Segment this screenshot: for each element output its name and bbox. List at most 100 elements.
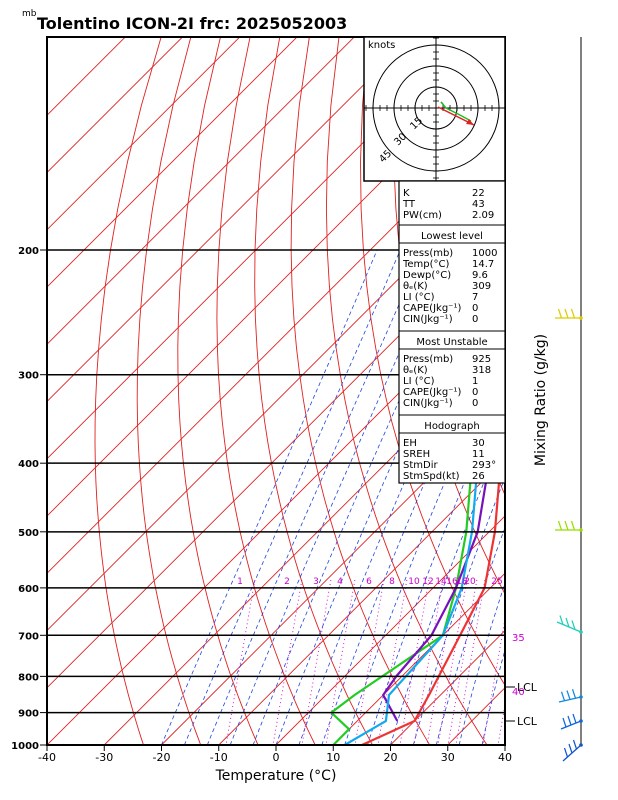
index-value: 309 [472,281,491,292]
moist-adiabat-line [161,249,378,745]
temp-tick-label: 0 [273,751,280,764]
index-name: K [403,188,410,199]
index-value: 925 [472,354,491,365]
index-value: 0 [472,398,478,409]
mixing-ratio-label: 6 [366,577,372,587]
index-name: PW(cm) [403,210,442,221]
wind-barb-feather [567,715,572,726]
dry-adiabat-line [94,37,162,745]
wind-barb-feather [557,308,563,319]
theta-e-label-35: 35 [512,633,525,644]
dry-adiabat-line [216,37,316,745]
wind-barb-feather [563,747,569,758]
pressure-tick-label: 200 [18,246,39,257]
mixing-ratio-label: 8 [389,577,395,587]
dry-adiabat-line [360,37,505,687]
dry-adiabat-line [486,37,505,237]
dry-adiabat-line [254,37,374,745]
index-value: 1000 [472,248,497,259]
hodo-trace-start [440,101,444,105]
index-name: EH [403,438,417,449]
isotherm-line [562,37,618,745]
hodo-storm-arrowhead [466,119,474,125]
isotherm-line [47,37,470,460]
dry-adiabat-line [547,37,618,760]
isotherm-line [47,37,184,174]
dry-adiabat-line [290,37,431,745]
index-value: 0 [472,387,478,398]
wind-barb-feather [571,620,576,630]
temp-tick-label: 30 [441,751,455,764]
mixing-ratio-line [225,579,256,745]
wind-barb-feather [559,615,564,625]
mixing-ratio-label: 20 [464,577,476,587]
mixing-ratio-label: 14 [435,577,447,587]
index-name: CIN(Jkg⁻¹) [403,398,453,409]
index-name: StmSpd(kt) [403,471,460,482]
dry-adiabat-line [325,37,488,745]
dry-adiabat-line [606,37,618,760]
index-name: Press(mb) [403,248,453,259]
wind-barb-dot [579,743,583,747]
mixing-ratio-line [482,616,505,745]
temp-tick-label: 10 [326,751,340,764]
indices-section-header: Hodograph [424,421,479,432]
index-value: 14.7 [472,259,494,270]
hodograph-plot [364,37,505,181]
index-name: TT [402,199,416,210]
mixing-ratio-label: 16 [446,577,458,587]
index-name: θₑ(K) [403,281,428,292]
mixing-ratio-label: 1 [237,577,243,587]
mixing-ratio-label: 4 [337,577,343,587]
index-value: 318 [472,365,491,376]
index-value: 2.09 [472,210,494,221]
pressure-tick-label: 500 [18,528,39,539]
index-name: LI (°C) [403,376,435,387]
isotherm-line [47,37,241,231]
index-name: θₑ(K) [403,365,428,376]
index-name: CAPE(Jkg⁻¹) [403,303,461,314]
index-value: 0 [472,303,478,314]
pressure-tick-label: 900 [18,709,39,720]
indices-section-header: Lowest level [421,231,483,242]
isotherm-line [275,515,505,745]
mixing-ratio-label: 18 [456,577,468,587]
lcl-label-lower: LCL [517,715,538,728]
dry-adiabat-line [517,37,618,760]
temp-tick-label: -40 [38,751,56,764]
isotherm-line [47,171,505,632]
index-value: 293° [472,460,496,471]
pressure-tick-label: 300 [18,371,39,382]
pressure-tick-label: 800 [18,672,39,683]
index-value: 7 [472,292,478,303]
dry-adiabat-line [576,37,618,760]
index-name: CAPE(Jkg⁻¹) [403,387,461,398]
mixing-ratio-label: 12 [422,577,433,587]
wind-barb-dot [579,316,583,320]
index-name: CIN(Jkg⁻¹) [403,314,453,325]
isotherm-line [47,229,505,689]
isotherm-line [218,458,505,745]
mixing-ratio-line [272,579,303,745]
index-value: 30 [472,438,485,449]
index-value: 0 [472,314,478,325]
wind-barb-feather [564,520,569,531]
chart-title: Tolentino ICON-2I frc: 2025052003 [37,14,347,33]
isotherm-line [332,572,505,745]
temp-tick-label: -10 [210,751,228,764]
isotherm-line [47,37,355,345]
temp-tick-label: -30 [95,751,113,764]
index-value: 1 [472,376,478,387]
wind-barb-feather [572,713,577,724]
index-name: Temp(°C) [402,259,450,270]
isotherm-line [47,37,298,288]
index-value: 11 [472,449,485,460]
wind-barbs [555,308,583,762]
pressure-tick-label: 700 [18,631,39,642]
index-name: LI (°C) [403,292,435,303]
wind-barb-feather [571,689,577,699]
index-name: Press(mb) [403,354,453,365]
temp-tick-label: -20 [153,751,171,764]
